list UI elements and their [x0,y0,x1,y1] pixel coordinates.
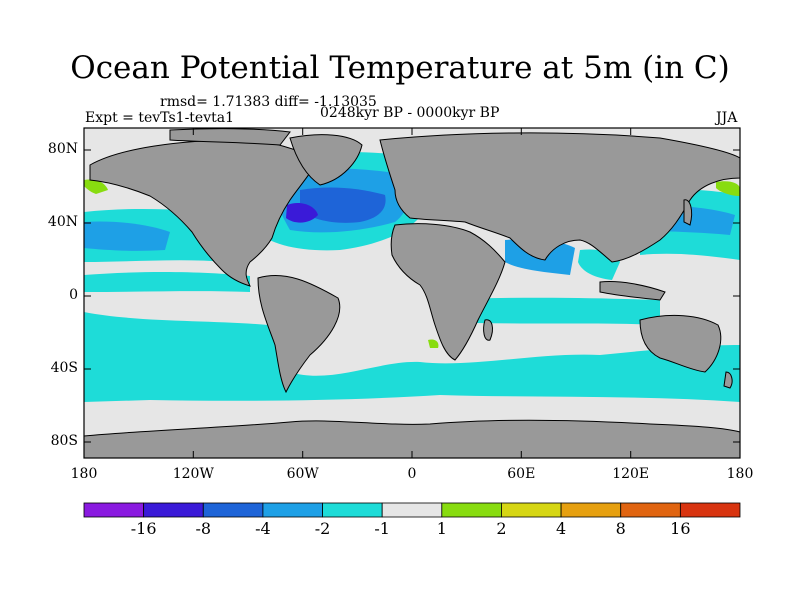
lat-tick-label: 0 [69,287,78,303]
land-masses [83,128,741,459]
plot-title: Ocean Potential Temperature at 5m (in C) [70,50,730,86]
anomaly-atlantic-strong [300,187,386,223]
land-greenland [289,134,363,186]
axis-tick-marks [83,128,741,458]
colorbar-label: -1 [374,519,390,538]
anomaly-warm-bering [716,181,740,196]
colorbar-swatch [322,502,383,518]
land-eurasia [379,132,741,263]
colorbar-swatch [620,502,681,518]
stats-label: rmsd= 1.71383 diff= -1.13035 [160,94,377,110]
colorbar-swatch [202,502,264,518]
lat-tick-label: 40S [50,360,78,376]
anomaly-southern-ocean [84,312,740,402]
land-indonesia [599,281,666,301]
colorbar-label: -2 [314,519,331,538]
land-arctic-islands [169,128,291,146]
colorbar-swatch [560,502,622,518]
anomaly-warm-north-pacific [84,179,108,194]
anomaly-indian-band [440,297,660,325]
land-south-america [257,274,341,394]
colorbar-label: 16 [670,519,691,538]
colorbar-swatch [83,502,145,518]
colorbar-label: -4 [255,519,271,538]
colorbar-swatch [501,502,562,518]
land-new-zealand [723,371,733,389]
anomaly-warm-madagascar [428,339,439,348]
lat-tick-label: 40N [47,214,78,230]
colorbar-swatch [441,502,502,518]
colorbar-swatch [679,502,741,518]
lat-tick-label: 80S [50,433,78,449]
colorbar-label: 8 [615,519,626,538]
anomaly-patches [84,152,740,402]
anomaly-atlantic-extreme [286,203,318,223]
anomaly-tropical-pacific [84,272,250,292]
experiment-label: Expt = tevTs1-tevta1 [85,110,234,126]
land-australia [639,314,722,373]
land-madagascar [483,319,493,341]
colorbar-label: -8 [195,519,212,538]
lon-tick-label: 180 [726,466,754,482]
colorbar-label: 1 [436,519,447,538]
lon-tick-label: 120W [172,466,214,482]
season-label: JJA [716,110,738,126]
colorbar-swatch [143,502,204,518]
lon-tick-label: 120E [612,466,650,482]
colorbar-swatch [381,502,443,518]
land-japan [683,199,693,226]
land-africa [390,223,506,361]
anomaly-north-pacific-core [84,221,170,251]
colorbar-label: -16 [130,519,157,538]
lon-tick-label: 60W [286,466,319,482]
period-label: 0248kyr BP - 0000kyr BP [320,105,500,121]
colorbar-label: 4 [555,519,567,538]
lon-tick-label: 180 [70,466,98,482]
lat-tick-label: 80N [47,141,78,157]
land-antarctica [83,419,741,459]
lon-tick-label: 0 [407,466,417,482]
colorbar-label: 2 [496,519,507,538]
colorbar [83,502,741,518]
colorbar-swatch [262,502,323,518]
lon-tick-label: 60E [507,466,536,482]
